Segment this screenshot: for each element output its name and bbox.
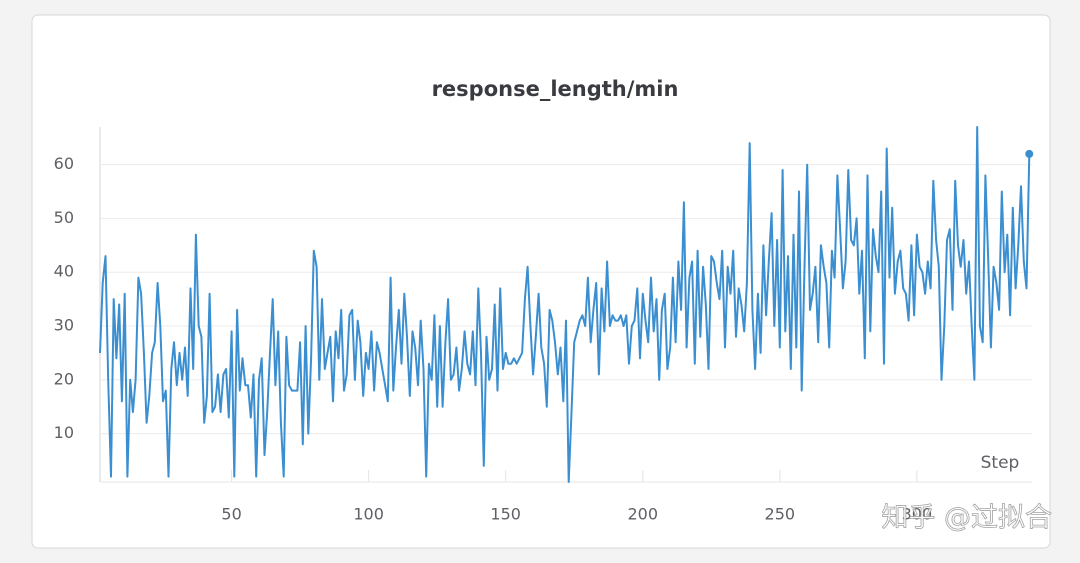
y-tick-label: 50 [54, 208, 74, 227]
line-series [99, 126, 1031, 483]
y-tick-label: 40 [54, 262, 74, 281]
x-tick-label: 100 [353, 505, 384, 524]
y-tick-label: 20 [54, 369, 74, 388]
x-tick-label: 250 [765, 505, 796, 524]
y-tick-label: 10 [54, 423, 74, 442]
x-tick-label: 200 [627, 505, 658, 524]
watermark: 知乎 @过拟合 [881, 503, 1052, 534]
card [31, 14, 1051, 549]
y-tick-label: 60 [54, 154, 74, 173]
x-tick-label: 300 [902, 505, 933, 524]
x-tick-label: 50 [221, 505, 241, 524]
last-point [1025, 149, 1034, 158]
y-tick-label: 30 [54, 316, 74, 335]
x-axis-label: Step [981, 453, 1020, 473]
x-tick-label: 150 [490, 505, 521, 524]
chart-title: response_length/min [432, 77, 679, 101]
